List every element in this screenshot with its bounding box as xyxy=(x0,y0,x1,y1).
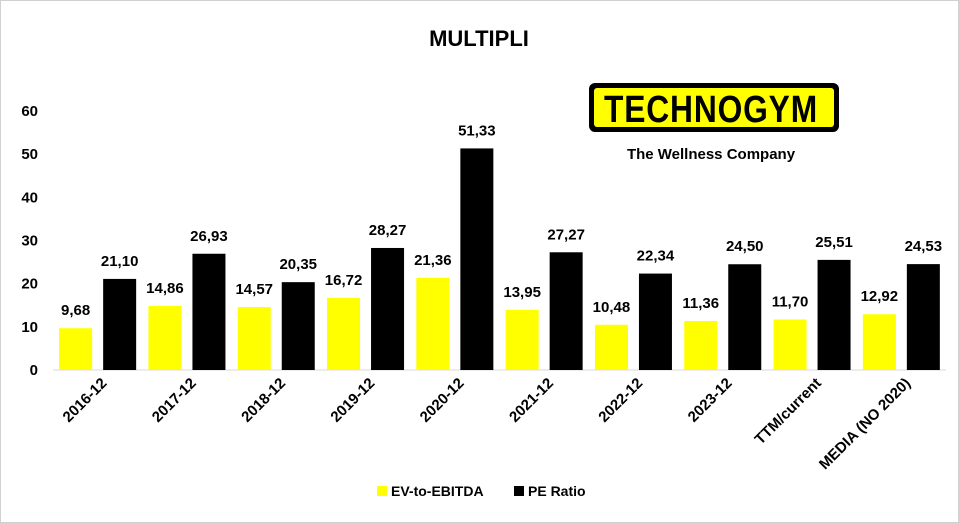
technogym-logo: TECHNOGYM The Wellness Company xyxy=(589,83,839,163)
data-label: 24,50 xyxy=(726,238,764,255)
bar-ev-to-ebitda xyxy=(237,307,271,370)
x-tick-label: 2018-12 xyxy=(238,375,289,426)
x-tick-label: TTM/current xyxy=(752,375,825,448)
bar-ev-to-ebitda xyxy=(684,320,718,370)
bar-pe-ratio xyxy=(281,282,315,370)
data-label: 26,93 xyxy=(190,228,228,245)
x-tick-label: 2016-12 xyxy=(60,375,111,426)
bar-ev-to-ebitda xyxy=(773,319,807,370)
legend-label-ev-to-ebitda: EV-to-EBITDA xyxy=(391,483,484,499)
y-tick-label: 0 xyxy=(30,362,38,379)
legend-swatch-pe-ratio xyxy=(514,486,524,496)
legend: EV-to-EBITDA PE Ratio xyxy=(377,483,586,499)
bar-ev-to-ebitda xyxy=(148,305,182,370)
data-label: 21,36 xyxy=(414,252,452,269)
x-tick-label: 2023-12 xyxy=(685,375,736,426)
data-label: 14,86 xyxy=(146,280,184,297)
data-label: 11,36 xyxy=(682,295,719,312)
data-label: 13,95 xyxy=(503,284,541,301)
data-label: 12,92 xyxy=(861,288,899,305)
bar-pe-ratio xyxy=(817,259,851,370)
bar-ev-to-ebitda xyxy=(59,328,93,370)
x-tick-label: 2021-12 xyxy=(506,375,557,426)
y-tick-label: 50 xyxy=(21,146,38,163)
data-label: 25,51 xyxy=(815,234,853,251)
data-label: 20,35 xyxy=(279,256,317,273)
y-tick-label: 30 xyxy=(21,233,38,250)
logo-brand: TECHNOGYM xyxy=(604,89,818,131)
x-tick-label: MEDIA (NO 2020) xyxy=(816,375,914,473)
bar-ev-to-ebitda xyxy=(327,297,361,370)
logo-background xyxy=(594,88,834,127)
x-axis: 2016-12 2017-12 2018-12 2019-12 2020-12 2021-… xyxy=(60,375,915,473)
bar-pe-ratio xyxy=(192,253,226,370)
y-tick-label: 60 xyxy=(21,103,38,120)
bar-pe-ratio xyxy=(906,264,940,370)
data-labels: 9,68 21,10 14,86 26,93 14,57 20,35 16,72 28,27 2… xyxy=(61,122,942,319)
data-label: 9,68 xyxy=(61,302,90,319)
data-label: 24,53 xyxy=(905,238,943,255)
data-label: 21,10 xyxy=(101,253,139,270)
bars xyxy=(59,148,940,370)
chart-title: MULTIPLI xyxy=(429,26,529,51)
bar-ev-to-ebitda xyxy=(505,309,539,370)
bar-pe-ratio xyxy=(638,273,672,370)
x-tick-label: 2019-12 xyxy=(327,375,378,426)
y-tick-label: 20 xyxy=(21,276,38,293)
legend-swatch-ev-to-ebitda xyxy=(377,486,387,496)
data-label: 14,57 xyxy=(235,281,273,298)
y-tick-label: 10 xyxy=(21,319,38,336)
x-tick-label: 2022-12 xyxy=(595,375,646,426)
data-label: 28,27 xyxy=(369,222,407,239)
bar-ev-to-ebitda xyxy=(416,277,450,370)
x-tick-label: 2020-12 xyxy=(417,375,468,426)
data-label: 16,72 xyxy=(325,272,363,289)
data-label: 27,27 xyxy=(547,226,585,243)
x-tick-label: 2017-12 xyxy=(149,375,200,426)
bar-pe-ratio xyxy=(371,247,405,370)
bar-pe-ratio xyxy=(728,264,762,370)
data-label: 11,70 xyxy=(772,293,809,310)
bar-ev-to-ebitda xyxy=(594,324,628,370)
y-tick-label: 40 xyxy=(21,189,38,206)
bar-pe-ratio xyxy=(103,278,137,370)
bar-pe-ratio xyxy=(460,148,494,370)
logo-tagline: The Wellness Company xyxy=(627,146,796,163)
data-label: 22,34 xyxy=(637,248,675,265)
bar-ev-to-ebitda xyxy=(862,314,896,370)
data-label: 51,33 xyxy=(458,122,496,139)
data-label: 10,48 xyxy=(593,299,631,316)
legend-label-pe-ratio: PE Ratio xyxy=(528,483,586,499)
bar-pe-ratio xyxy=(549,252,583,370)
